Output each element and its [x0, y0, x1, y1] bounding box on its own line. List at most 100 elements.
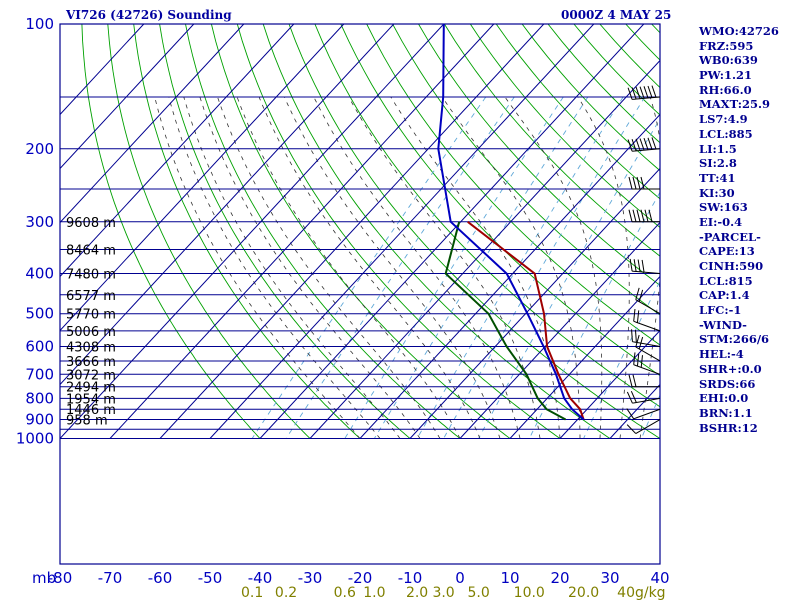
height-label: 5006 m	[66, 325, 116, 340]
wind-barb	[635, 287, 661, 315]
moist-adiabat-line	[390, 96, 561, 439]
index-item: TT:41	[699, 170, 736, 185]
index-item: -WIND-	[699, 317, 747, 332]
mixing-ratio-line	[344, 96, 564, 439]
mixing-ratio-line	[374, 96, 589, 439]
index-item: EI:-0.4	[699, 214, 743, 229]
mixing-ratio-label: 3.0	[432, 585, 454, 600]
moist-adiabat-line	[348, 96, 541, 439]
mixing-ratio-line	[416, 96, 624, 439]
temperature-tick-label: -20	[348, 569, 373, 587]
isotherm-line	[60, 24, 245, 224]
moist-adiabat-line	[199, 96, 421, 439]
wind-barb	[626, 390, 661, 404]
isotherm-line	[159, 24, 545, 439]
wind-barb	[631, 329, 661, 348]
chart-datetime: 0000Z 4 MAY 25	[561, 8, 672, 22]
mixing-ratio-label: 0.6	[334, 585, 356, 600]
wind-barb	[628, 374, 660, 388]
index-item: KI:30	[699, 185, 735, 200]
index-item: BSHR:12	[699, 420, 758, 435]
isotherm-line	[359, 113, 660, 439]
temperature-tick-label: -10	[398, 569, 423, 587]
moist-adiabat-line	[168, 96, 381, 439]
index-item: SHR+:0.0	[699, 361, 762, 376]
moist-adiabat-line	[577, 96, 630, 439]
isotherm-line	[60, 24, 295, 278]
mixing-ratio-line	[478, 118, 660, 439]
wind-barb	[633, 308, 661, 332]
mixing-ratio-line	[251, 96, 487, 439]
index-item: LFC:-1	[699, 303, 742, 318]
temperature-tick-label: 0	[455, 569, 465, 587]
temperature-tick-label: 20	[550, 569, 569, 587]
isotherm-line	[209, 24, 595, 439]
moist-adiabat-line	[258, 96, 481, 439]
grid	[59, 23, 661, 565]
mixing-ratio-lines	[251, 96, 660, 439]
dewpoint-profile	[444, 221, 567, 421]
pressure-tick-label: 300	[25, 213, 54, 231]
index-item: CINH:590	[699, 259, 764, 273]
index-item: LS7:4.9	[699, 112, 748, 127]
wind-barb	[635, 334, 661, 362]
mixing-ratio-line	[583, 280, 660, 439]
temperature-tick-label: -50	[198, 569, 223, 587]
height-label: 9608 m	[66, 216, 116, 231]
moist-adiabat-line	[236, 96, 461, 439]
isotherm-line	[409, 167, 660, 439]
mixing-ratio-label: 20.0	[568, 585, 599, 600]
height-label: 2494 m	[66, 381, 116, 396]
moist-adiabat-line	[441, 96, 581, 439]
mixing-ratio-label: 5.0	[467, 585, 489, 600]
index-item: WMO:42726	[699, 24, 779, 38]
dry-adiabat-line	[210, 24, 511, 439]
isotherm-line	[60, 24, 195, 170]
moist-adiabat-line	[284, 96, 501, 439]
wind-barb	[633, 352, 661, 375]
wind-barb	[627, 85, 661, 100]
temperature-tick-label: -30	[298, 569, 323, 587]
parcel-profile	[437, 24, 585, 421]
temperature-tick-label: -40	[248, 569, 273, 587]
pressure-tick-label: 800	[25, 389, 54, 407]
pressure-tick-label: 200	[25, 140, 54, 158]
temperature-tick-label: 10	[500, 569, 519, 587]
pressure-tick-label: 500	[25, 305, 54, 323]
isotherm-line	[509, 275, 660, 439]
stability-indices-panel: WMO:42726 FRZ:595 WB0:639 PW:1.21 RH:66.0 MAX…	[699, 24, 799, 435]
index-item: LI:1.5	[699, 141, 737, 156]
moist-adiabat-line	[313, 96, 521, 439]
dry-adiabat-line	[185, 24, 461, 439]
height-label: 4308 m	[66, 341, 116, 356]
index-item: CAP:1.4	[699, 288, 750, 303]
isotherm-line	[309, 59, 660, 439]
chart-title: VI726 (42726) Sounding	[66, 8, 232, 22]
wind-barb	[628, 209, 660, 223]
moist-adiabats	[154, 96, 660, 439]
pressure-tick-label: 600	[25, 338, 54, 356]
index-item: RH:66.0	[699, 82, 752, 97]
mixing-ratio-label: 40g/kg	[617, 585, 665, 600]
temperature-profile	[467, 221, 585, 420]
mixing-ratio-label: 1.0	[363, 585, 385, 600]
isotherm-line	[60, 24, 145, 116]
plot-frame	[59, 23, 661, 565]
pressure-tick-label: 1000	[16, 430, 54, 448]
wind-barb	[626, 408, 661, 420]
height-label: 6577 m	[66, 289, 116, 304]
index-item: FRZ:595	[699, 38, 754, 53]
moist-adiabat-line	[154, 96, 361, 439]
wind-barbs	[626, 85, 661, 434]
wind-barb	[629, 258, 661, 275]
temperature-tick-label: -70	[98, 569, 123, 587]
moist-adiabat-line	[183, 96, 401, 439]
mixing-ratio-line	[443, 96, 646, 439]
height-label: 3072 m	[66, 368, 116, 383]
moist-adiabat-line	[504, 96, 603, 439]
temperature-tick-label: -80	[48, 569, 73, 587]
height-label: 1954 m	[66, 392, 116, 407]
dry-adiabats	[81, 24, 660, 439]
